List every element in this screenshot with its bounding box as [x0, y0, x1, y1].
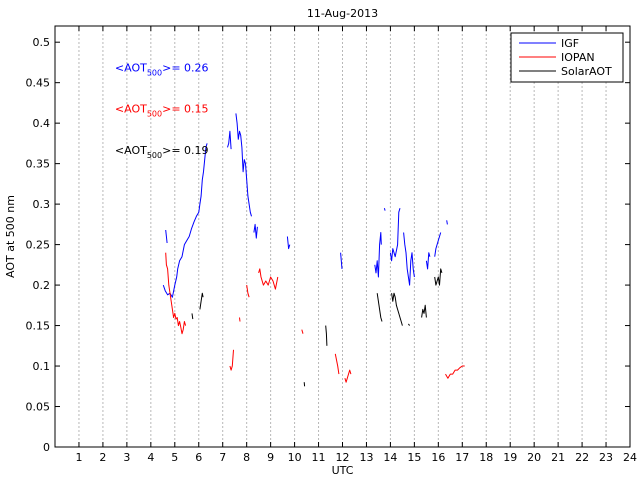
x-tick-label: 20: [527, 451, 541, 464]
x-tick-label: 23: [599, 451, 613, 464]
annotation-value: >= 0.26: [162, 61, 208, 74]
x-tick-label: 24: [623, 451, 637, 464]
y-tick-label: 0.3: [33, 198, 51, 211]
x-tick-label: 1: [75, 451, 82, 464]
x-tick-label: 11: [312, 451, 326, 464]
series-line-segment: [384, 208, 385, 210]
x-tick-label: 10: [288, 451, 302, 464]
x-tick-label: 4: [147, 451, 154, 464]
x-tick-label: 15: [407, 451, 421, 464]
x-tick-label: 3: [123, 451, 130, 464]
x-tick-label: 9: [267, 451, 274, 464]
y-tick-label: 0.2: [33, 279, 51, 292]
annotation-prefix: <AOT: [115, 144, 147, 157]
legend-label: IGF: [561, 37, 579, 50]
y-tick-label: 0.35: [26, 158, 51, 171]
x-tick-label: 17: [455, 451, 469, 464]
x-tick-label: 8: [243, 451, 250, 464]
legend-label: IOPAN: [561, 51, 595, 64]
y-tick-label: 0.1: [33, 360, 51, 373]
x-tick-label: 7: [219, 451, 226, 464]
x-tick-label: 2: [99, 451, 106, 464]
y-tick-label: 0.05: [26, 401, 51, 414]
x-tick-label: 13: [359, 451, 373, 464]
series-line-segment: [240, 318, 241, 322]
x-tick-label: 18: [479, 451, 493, 464]
series-line-segment: [447, 220, 448, 224]
y-axis-label: AOT at 500 nm: [4, 195, 17, 278]
x-tick-label: 21: [551, 451, 565, 464]
y-tick-label: 0: [43, 441, 50, 454]
legend-label: SolarAOT: [561, 65, 612, 78]
y-tick-label: 0.45: [26, 77, 51, 90]
x-tick-label: 5: [171, 451, 178, 464]
y-tick-label: 0.4: [33, 117, 51, 130]
annotation-value: >= 0.15: [162, 103, 208, 116]
annotation-subscript: 500: [147, 110, 162, 119]
annotation-prefix: <AOT: [115, 61, 147, 74]
annotation-value: >= 0.19: [162, 144, 208, 157]
x-tick-label: 16: [431, 451, 445, 464]
annotation-prefix: <AOT: [115, 103, 147, 116]
x-tick-label: 12: [336, 451, 350, 464]
x-tick-label: 6: [195, 451, 202, 464]
chart-title: 11-Aug-2013: [307, 7, 378, 20]
annotation-subscript: 500: [147, 151, 162, 160]
y-tick-label: 0.5: [33, 36, 51, 49]
x-tick-label: 14: [383, 451, 397, 464]
x-axis-label: UTC: [332, 464, 354, 477]
y-tick-label: 0.15: [26, 320, 51, 333]
y-tick-label: 0.25: [26, 239, 51, 252]
x-tick-label: 19: [503, 451, 517, 464]
annotation-subscript: 500: [147, 68, 162, 77]
x-tick-label: 22: [575, 451, 589, 464]
